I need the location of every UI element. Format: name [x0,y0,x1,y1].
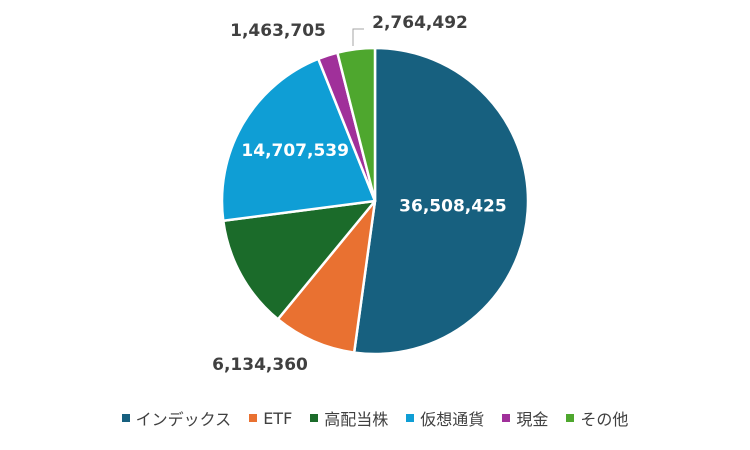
data-label-5: 1,463,705 [230,21,326,41]
legend-swatch-2 [249,414,258,422]
pie-slice-4 [220,57,377,223]
data-label-2: 6,134,360 [212,355,308,375]
legend-item-4: 仮想通貨 [406,406,484,430]
legend: インデックス ETF 高配当株 仮想通貨 現金 その他 [0,406,750,430]
legend-label-3: 高配当株 [324,410,389,429]
legend-item-1: インデックス [121,406,232,430]
data-labels: 36,508,425 6,134,360 14,707,539 1,463,705 2,… [212,13,507,375]
legend-label-6: その他 [580,410,629,429]
legend-label-2: ETF [263,408,293,428]
legend-item-3: 高配当株 [310,406,388,430]
leader-line-6 [352,28,364,46]
legend-label-4: 仮想通貨 [420,410,485,429]
legend-item-5: 現金 [502,406,548,430]
legend-swatch-3 [310,414,319,422]
data-label-6: 2,764,492 [372,13,468,33]
data-label-4: 14,707,539 [241,141,349,161]
pie-slices [220,46,530,356]
pie-slice-3 [222,199,377,321]
legend-item-6: その他 [566,406,628,430]
legend-label-5: 現金 [516,410,549,429]
legend-swatch-5 [502,414,511,422]
pie-slice-6 [336,46,377,203]
pie-slice-1 [352,46,530,356]
data-label-1: 36,508,425 [399,197,507,217]
legend-swatch-6 [566,414,575,422]
legend-item-2: ETF [249,409,292,428]
pie-slice-2 [276,199,377,354]
legend-swatch-1 [121,414,130,422]
legend-swatch-4 [406,414,415,422]
legend-label-1: インデックス [135,410,232,429]
leader-lines [352,28,364,46]
